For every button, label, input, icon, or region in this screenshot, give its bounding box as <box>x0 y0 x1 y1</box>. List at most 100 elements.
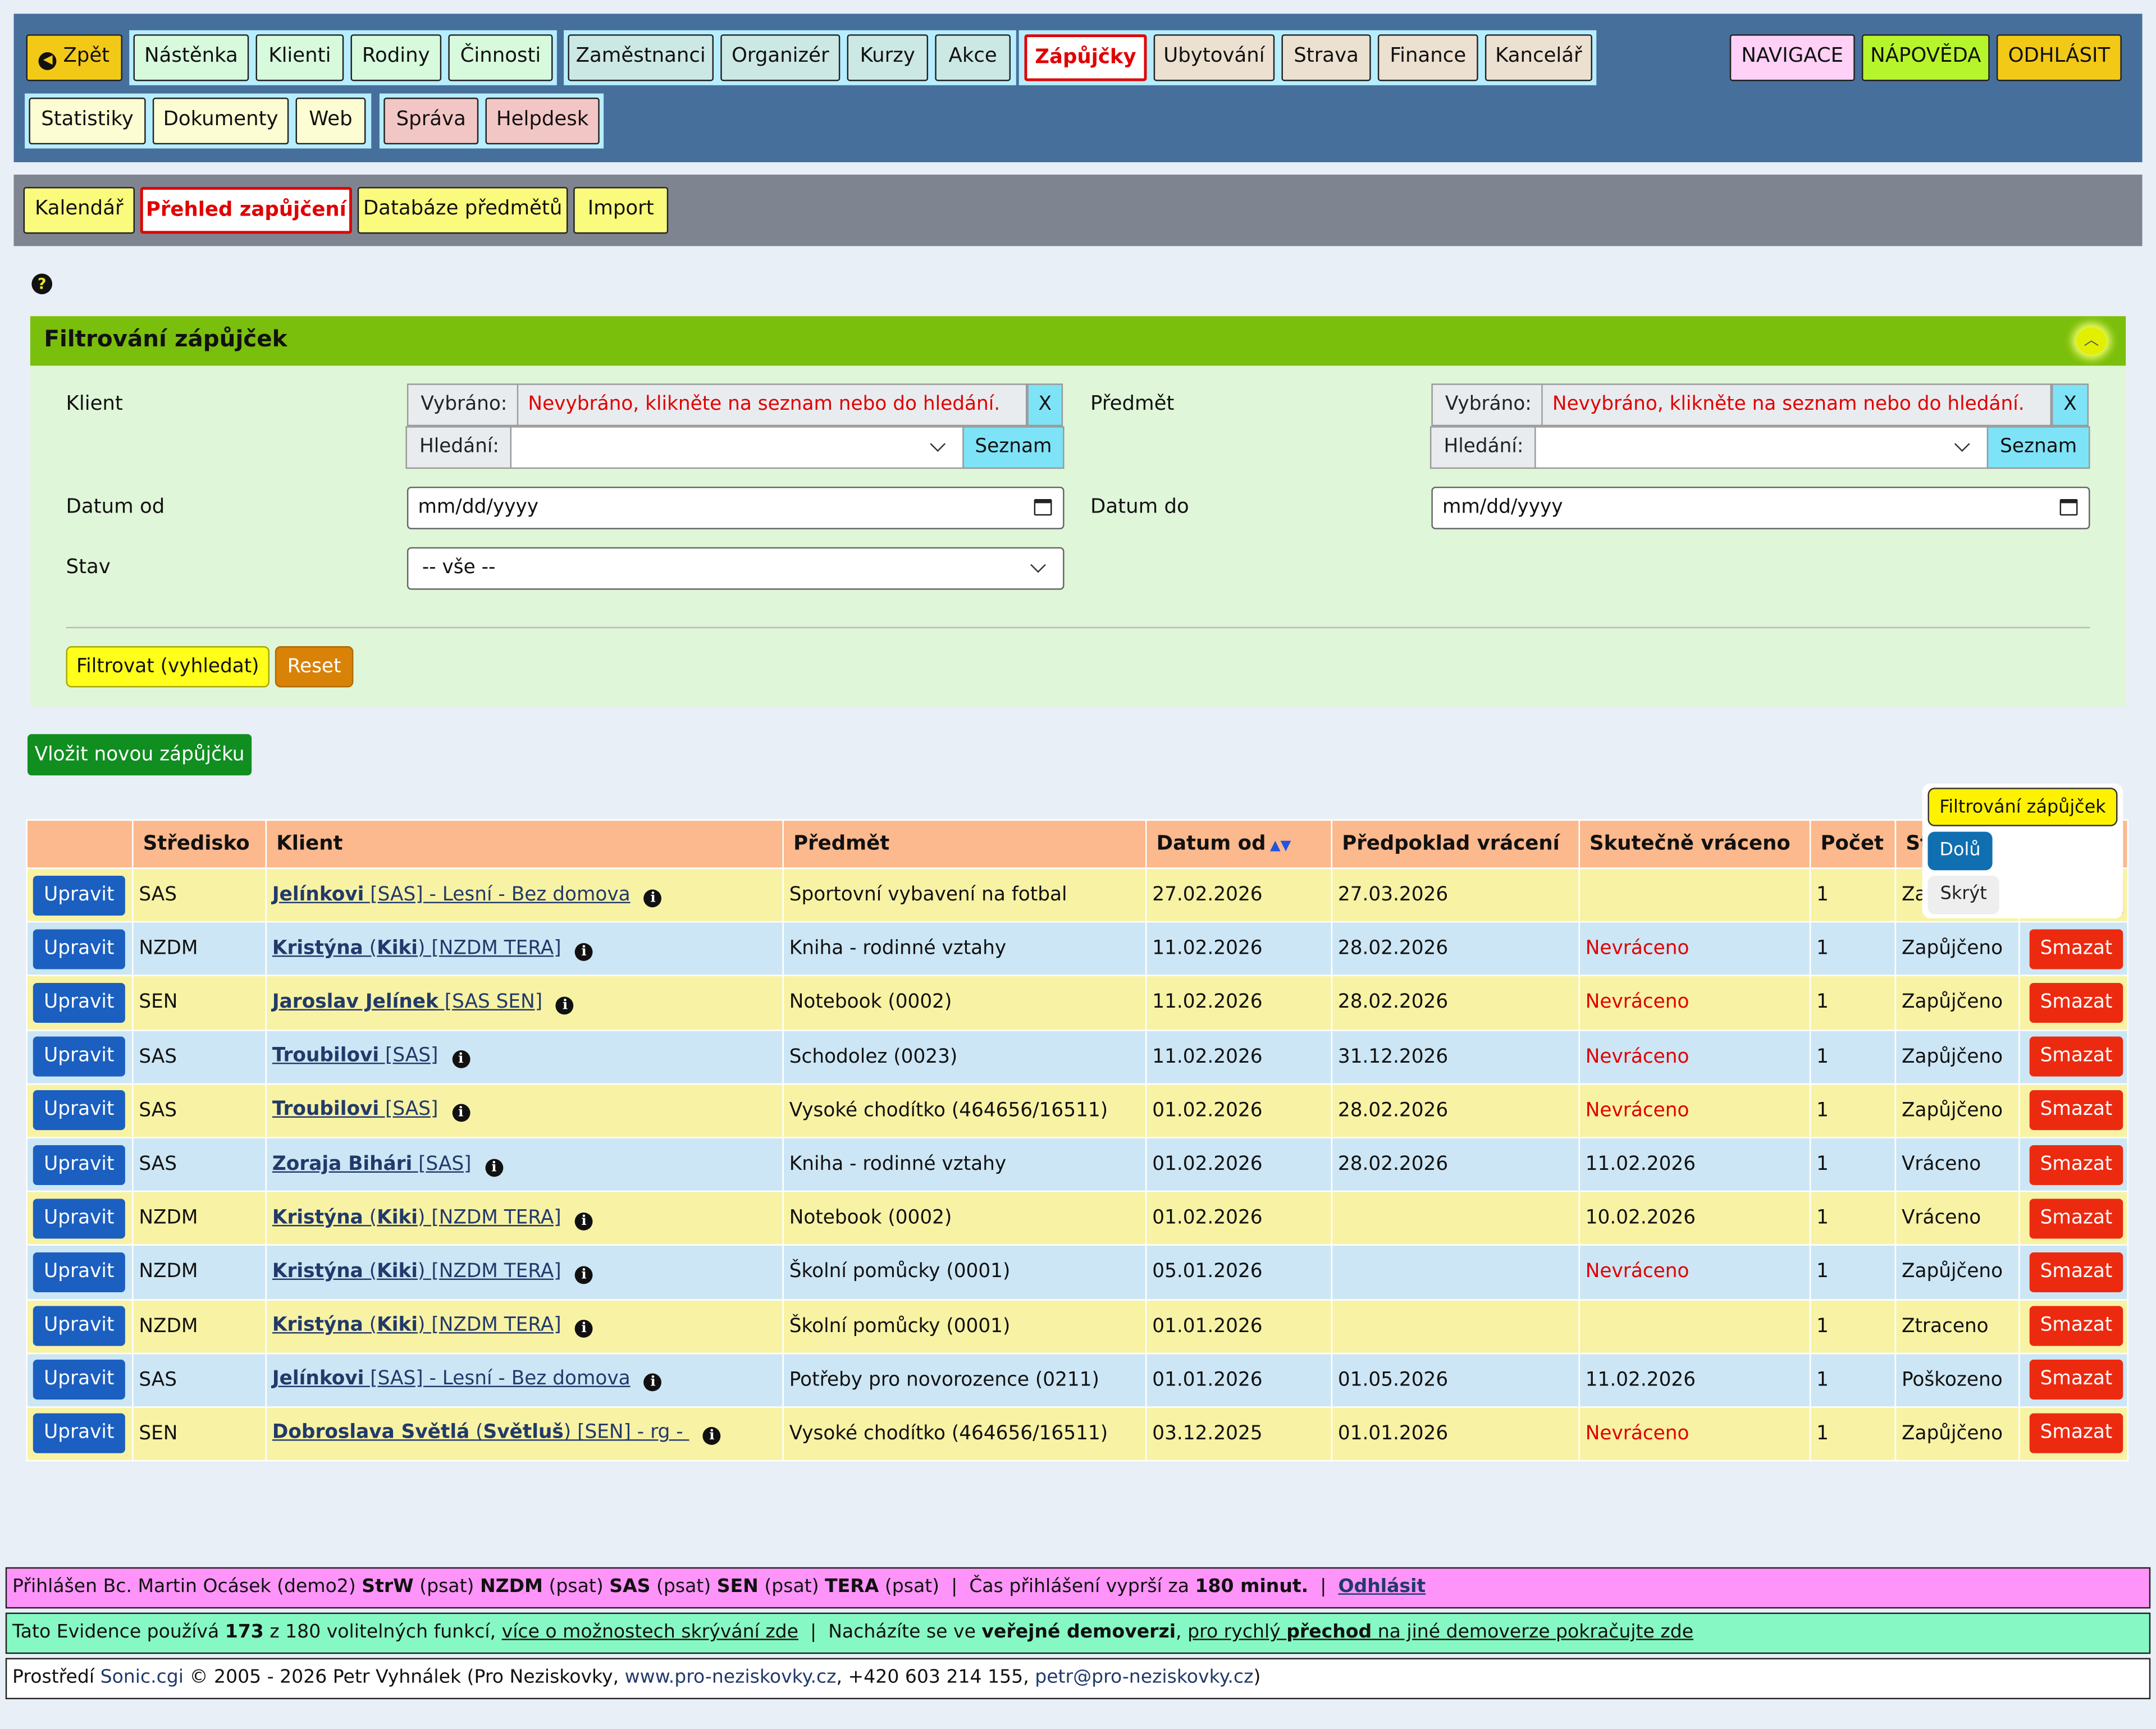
delete-button[interactable]: Smazat <box>2029 1036 2123 1077</box>
info-icon[interactable]: i <box>451 1050 470 1069</box>
nav-web[interactable]: Web <box>295 97 366 145</box>
chevron-up-icon[interactable]: ︿ <box>2076 327 2107 355</box>
calendar-icon[interactable] <box>2059 498 2078 516</box>
info-icon[interactable]: i <box>451 1104 470 1123</box>
back-button[interactable]: ◀ Zpět <box>26 34 122 81</box>
edit-button[interactable]: Upravit <box>33 928 125 969</box>
nav-organizer[interactable]: Organizér <box>720 34 841 81</box>
client-link[interactable]: Dobroslava Světlá (Světluš) [SEN] - rg - <box>272 1422 689 1444</box>
client-link[interactable]: Jaroslav Jelínek [SAS SEN] <box>272 991 542 1013</box>
client-link[interactable]: Zoraja Bihári [SAS] <box>272 1153 472 1175</box>
nav-statistiky[interactable]: Statistiky <box>29 97 146 145</box>
datum-od-input[interactable]: mm/dd/yyyy <box>406 486 1065 529</box>
footer-email-link[interactable]: petr@pro-neziskovky.cz <box>1035 1666 1254 1689</box>
info-icon[interactable]: i <box>644 889 662 907</box>
calendar-icon[interactable] <box>1034 498 1052 516</box>
edit-button[interactable]: Upravit <box>33 1306 125 1346</box>
footer-demo-link[interactable]: pro rychlý přechod na jiné demoverze pok… <box>1187 1621 1693 1643</box>
delete-button[interactable]: Smazat <box>2029 1090 2123 1131</box>
nav-kancelar[interactable]: Kancelář <box>1484 34 1592 81</box>
subnav-prehled[interactable]: Přehled zapůjčení <box>140 187 352 234</box>
subnav-databaze[interactable]: Databáze předmětů <box>357 187 568 234</box>
nav-rodiny[interactable]: Rodiny <box>350 34 442 81</box>
popup-filter-button[interactable]: Filtrování zápůjček <box>1927 788 2118 826</box>
klient-clear-button[interactable]: X <box>1027 383 1063 427</box>
popup-hide-button[interactable]: Skrýt <box>1927 876 1999 914</box>
nav-napoveda[interactable]: NÁPOVĚDA <box>1861 34 1990 81</box>
klient-search-input[interactable] <box>510 426 964 469</box>
sort-arrows-icon[interactable]: ▲▼ <box>1269 838 1291 854</box>
nav-zapujcky[interactable]: Zápůjčky <box>1024 34 1147 81</box>
footer-logout-link[interactable]: Odhlásit <box>1338 1575 1426 1598</box>
edit-button[interactable]: Upravit <box>33 982 125 1023</box>
header-pocet[interactable]: Počet <box>1809 819 1897 869</box>
info-icon[interactable]: i <box>575 943 593 961</box>
header-predpoklad[interactable]: Předpoklad vrácení <box>1331 819 1580 869</box>
nav-cinnosti[interactable]: Činnosti <box>448 34 553 81</box>
footer-web-link[interactable]: www.pro-neziskovky.cz <box>624 1666 837 1689</box>
header-datum-od[interactable]: Datum od ▲▼ <box>1145 819 1333 869</box>
delete-button[interactable]: Smazat <box>2029 1414 2123 1454</box>
client-link[interactable]: Kristýna (Kiki) [NZDM TERA] <box>272 937 561 959</box>
client-link[interactable]: Kristýna (Kiki) [NZDM TERA] <box>272 1206 561 1229</box>
nav-navigace[interactable]: NAVIGACE <box>1729 34 1855 81</box>
info-icon[interactable]: i <box>575 1266 593 1284</box>
edit-button[interactable]: Upravit <box>33 1360 125 1400</box>
klient-seznam-button[interactable]: Seznam <box>962 426 1065 469</box>
nav-ubytovani[interactable]: Ubytování <box>1153 34 1275 81</box>
client-link[interactable]: Kristýna (Kiki) [NZDM TERA] <box>272 1314 561 1337</box>
edit-button[interactable]: Upravit <box>33 1090 125 1131</box>
delete-button[interactable]: Smazat <box>2029 1144 2123 1184</box>
client-link[interactable]: Jelínkovi [SAS] - Lesní - Bez domova <box>272 1368 631 1390</box>
nav-kurzy[interactable]: Kurzy <box>847 34 929 81</box>
nav-klienti[interactable]: Klienti <box>255 34 344 81</box>
delete-button[interactable]: Smazat <box>2029 1198 2123 1238</box>
filter-reset-button[interactable]: Reset <box>275 646 354 688</box>
edit-button[interactable]: Upravit <box>33 1036 125 1077</box>
subnav-kalendar[interactable]: Kalendář <box>23 187 135 234</box>
nav-finance[interactable]: Finance <box>1377 34 1478 81</box>
predmet-seznam-button[interactable]: Seznam <box>1986 426 2090 469</box>
subnav-import[interactable]: Import <box>573 187 669 234</box>
header-stredisko[interactable]: Středisko <box>132 819 267 869</box>
nav-zamestnanci[interactable]: Zaměstnanci <box>568 34 714 81</box>
nav-strava[interactable]: Strava <box>1281 34 1371 81</box>
nav-odhlasit[interactable]: ODHLÁSIT <box>1996 34 2122 81</box>
edit-button[interactable]: Upravit <box>33 1198 125 1238</box>
edit-button[interactable]: Upravit <box>33 1414 125 1454</box>
delete-button[interactable]: Smazat <box>2029 928 2123 969</box>
nav-akce[interactable]: Akce <box>935 34 1011 81</box>
filter-submit-button[interactable]: Filtrovat (vyhledat) <box>66 646 270 688</box>
nav-sprava[interactable]: Správa <box>383 97 479 145</box>
nav-dokumenty[interactable]: Dokumenty <box>152 97 289 145</box>
client-link[interactable]: Troubilovi [SAS] <box>272 1099 438 1121</box>
edit-button[interactable]: Upravit <box>33 1144 125 1184</box>
stav-select[interactable]: -- vše -- <box>406 547 1065 590</box>
footer-features-link[interactable]: více o možnostech skrývání zde <box>501 1621 799 1643</box>
edit-button[interactable]: Upravit <box>33 875 125 916</box>
datum-do-input[interactable]: mm/dd/yyyy <box>1431 486 2090 529</box>
footer-sonic-link[interactable]: Sonic.cgi <box>100 1666 184 1689</box>
nav-helpdesk[interactable]: Helpdesk <box>485 97 600 145</box>
client-link[interactable]: Troubilovi [SAS] <box>272 1045 438 1067</box>
popup-down-button[interactable]: Dolů <box>1927 831 1993 871</box>
nav-nastenka[interactable]: Nástěnka <box>133 34 249 81</box>
edit-button[interactable]: Upravit <box>33 1252 125 1292</box>
delete-button[interactable]: Smazat <box>2029 982 2123 1023</box>
predmet-clear-button[interactable]: X <box>2051 383 2089 427</box>
info-icon[interactable]: i <box>575 1320 593 1338</box>
info-icon[interactable]: i <box>485 1158 503 1177</box>
delete-button[interactable]: Smazat <box>2029 1360 2123 1400</box>
question-icon[interactable]: ? <box>31 273 53 295</box>
info-icon[interactable]: i <box>556 996 574 1015</box>
header-vraceno[interactable]: Skutečně vráceno <box>1578 819 1811 869</box>
client-link[interactable]: Kristýna (Kiki) [NZDM TERA] <box>272 1260 561 1283</box>
filter-header[interactable]: Filtrování zápůjček ︿ <box>30 316 2126 366</box>
client-link[interactable]: Jelínkovi [SAS] - Lesní - Bez domova <box>272 884 631 905</box>
info-icon[interactable]: i <box>703 1428 721 1446</box>
info-icon[interactable]: i <box>644 1374 662 1392</box>
delete-button[interactable]: Smazat <box>2029 1306 2123 1346</box>
new-loan-button[interactable]: Vložit novou zápůjčku <box>27 734 252 776</box>
header-klient[interactable]: Klient <box>265 819 784 869</box>
header-predmet[interactable]: Předmět <box>782 819 1147 869</box>
